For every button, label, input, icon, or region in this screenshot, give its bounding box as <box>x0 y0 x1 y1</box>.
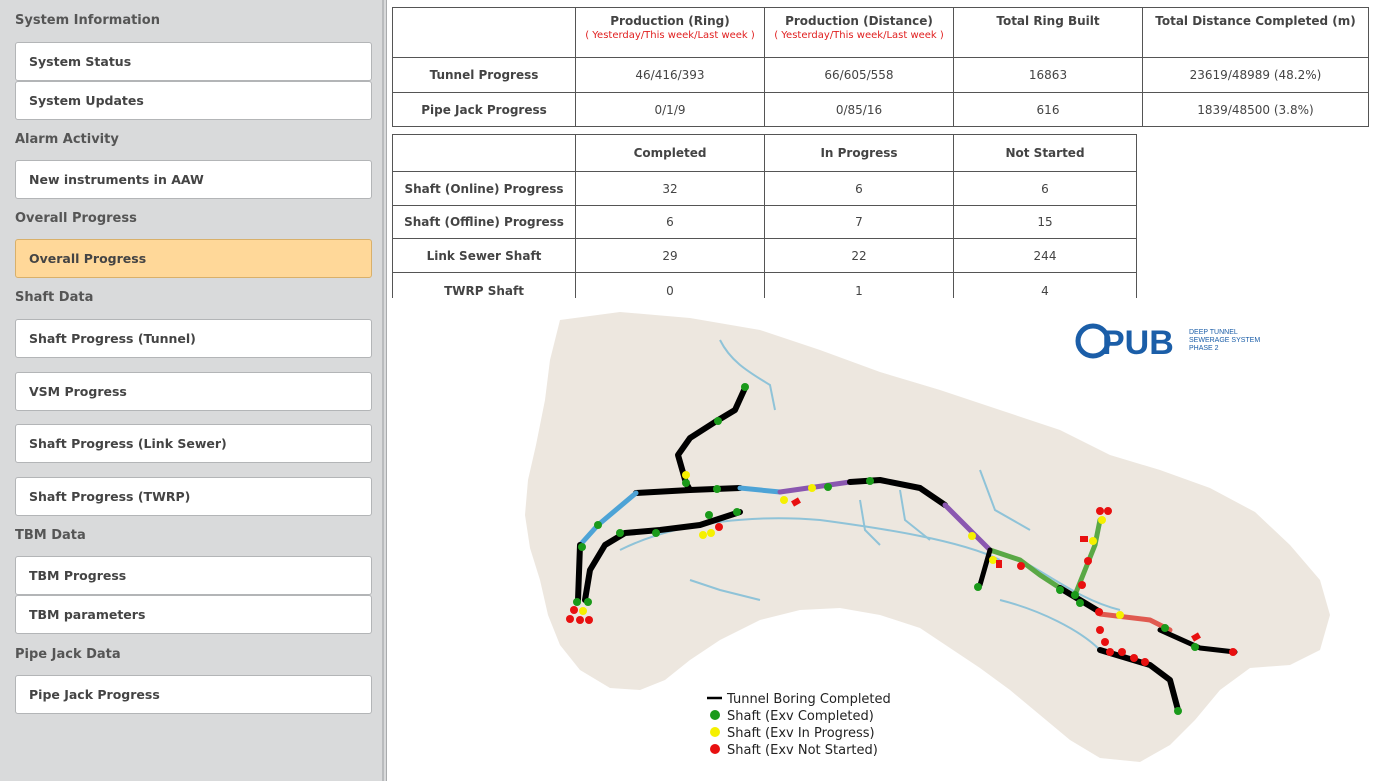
nav-vsm-progress[interactable]: VSM Progress <box>15 372 372 411</box>
cell-completed: 29 <box>575 238 765 273</box>
pub-logo-subtitle-2: SEWERAGE SYSTEM <box>1189 337 1260 344</box>
pub-logo-subtitle-1: DEEP TUNNEL <box>1189 329 1238 336</box>
sidebar: System Information System Status System … <box>0 0 384 781</box>
nav-new-instruments-aaw[interactable]: New instruments in AAW <box>15 160 372 199</box>
map-legend: Tunnel Boring Completed Shaft (Exv Compl… <box>707 692 891 758</box>
nav-tbm-parameters[interactable]: TBM parameters <box>15 595 372 634</box>
cell-not-started: 6 <box>953 171 1137 206</box>
cell-not-started: 15 <box>953 205 1137 239</box>
pub-logo-subtitle-3: PHASE 2 <box>1189 345 1219 352</box>
cell-not-started: 4 <box>953 272 1137 298</box>
header-production-ring: Production (Ring) ( Yesterday/This week/… <box>575 7 765 58</box>
header-total-ring-built: Total Ring Built <box>953 7 1143 58</box>
section-title-overall-progress: Overall Progress <box>15 211 137 226</box>
legend-red-dot-icon <box>710 744 720 754</box>
shaft-header-completed: Completed <box>575 134 765 172</box>
row-label: Shaft (Offline) Progress <box>392 205 576 239</box>
header-production-distance-label: Production (Distance) <box>785 14 933 28</box>
table-row: TWRP Shaft 0 1 4 <box>392 272 1137 298</box>
section-title-alarm-activity: Alarm Activity <box>15 132 119 147</box>
nav-pipe-jack-progress[interactable]: Pipe Jack Progress <box>15 675 372 714</box>
shafts-in-progress <box>579 471 1124 619</box>
cell-not-started: 244 <box>953 238 1137 273</box>
shaft-table-viewport[interactable]: Completed In Progress Not Started Shaft … <box>392 134 1138 298</box>
legend-shaft-exv-in-progress: Shaft (Exv In Progress) <box>727 726 875 741</box>
cell-completed: 0 <box>575 272 765 298</box>
cell-total-ring: 616 <box>953 92 1143 127</box>
nav-system-status[interactable]: System Status <box>15 42 372 81</box>
nav-shaft-progress-twrp[interactable]: Shaft Progress (TWRP) <box>15 477 372 516</box>
nav-shaft-progress-tunnel[interactable]: Shaft Progress (Tunnel) <box>15 319 372 358</box>
table-row: Shaft (Offline) Progress 6 7 15 <box>392 205 1137 239</box>
header-production-distance: Production (Distance) ( Yesterday/This w… <box>764 7 954 58</box>
cell-in-progress: 6 <box>764 171 954 206</box>
header-production-ring-sub: ( Yesterday/This week/Last week ) <box>585 30 755 41</box>
pub-logo: PUB DEEP TUNNEL SEWERAGE SYSTEM PHASE 2 <box>1075 323 1260 362</box>
legend-tunnel-boring-completed: Tunnel Boring Completed <box>726 692 891 707</box>
shafts-not-started <box>566 497 1237 666</box>
cell-in-progress: 7 <box>764 205 954 239</box>
cell-ring: 0/1/9 <box>575 92 765 127</box>
row-label: Link Sewer Shaft <box>392 238 576 273</box>
cell-distance: 66/605/558 <box>764 57 954 93</box>
cell-in-progress: 22 <box>764 238 954 273</box>
section-title-shaft-data: Shaft Data <box>15 290 94 305</box>
header-production-distance-sub: ( Yesterday/This week/Last week ) <box>774 30 944 41</box>
legend-green-dot-icon <box>710 710 720 720</box>
cell-ring: 46/416/393 <box>575 57 765 93</box>
production-table: Production (Ring) ( Yesterday/This week/… <box>392 7 1369 127</box>
header-total-distance-completed: Total Distance Completed (m) <box>1142 7 1369 58</box>
table-row: Link Sewer Shaft 29 22 244 <box>392 238 1137 273</box>
row-label: Pipe Jack Progress <box>392 92 576 127</box>
shaft-table: Completed In Progress Not Started Shaft … <box>392 134 1137 298</box>
cell-completed: 32 <box>575 171 765 206</box>
tunnel-progress-map[interactable]: PUB DEEP TUNNEL SEWERAGE SYSTEM PHASE 2 … <box>390 300 1384 780</box>
section-title-system-information: System Information <box>15 13 160 28</box>
section-title-pipe-jack-data: Pipe Jack Data <box>15 647 121 662</box>
cell-total-distance: 1839/48500 (3.8%) <box>1142 92 1369 127</box>
shaft-header-in-progress: In Progress <box>764 134 954 172</box>
header-production-ring-label: Production (Ring) <box>610 14 730 28</box>
row-label: TWRP Shaft <box>392 272 576 298</box>
legend-yellow-dot-icon <box>710 727 720 737</box>
shafts-completed <box>573 383 1199 715</box>
nav-shaft-progress-link-sewer[interactable]: Shaft Progress (Link Sewer) <box>15 424 372 463</box>
shaft-header-not-started: Not Started <box>953 134 1137 172</box>
legend-shaft-exv-completed: Shaft (Exv Completed) <box>727 709 874 724</box>
shaft-header-blank <box>392 134 576 172</box>
nav-tbm-progress[interactable]: TBM Progress <box>15 556 372 595</box>
row-label: Tunnel Progress <box>392 57 576 93</box>
table-row: Pipe Jack Progress 0/1/9 0/85/16 616 183… <box>392 92 1369 127</box>
legend-shaft-exv-not-started: Shaft (Exv Not Started) <box>727 743 878 758</box>
nav-overall-progress[interactable]: Overall Progress <box>15 239 372 278</box>
table-row: Tunnel Progress 46/416/393 66/605/558 16… <box>392 57 1369 93</box>
header-blank <box>392 7 576 58</box>
cell-total-distance: 23619/48989 (48.2%) <box>1142 57 1369 93</box>
row-label: Shaft (Online) Progress <box>392 171 576 206</box>
table-row: Shaft (Online) Progress 32 6 6 <box>392 171 1137 206</box>
nav-system-updates[interactable]: System Updates <box>15 81 372 120</box>
cell-in-progress: 1 <box>764 272 954 298</box>
cell-total-ring: 16863 <box>953 57 1143 93</box>
pub-logo-text: PUB <box>1102 324 1174 362</box>
pub-logo-mark <box>1075 323 1111 359</box>
section-title-tbm-data: TBM Data <box>15 528 86 543</box>
cell-distance: 0/85/16 <box>764 92 954 127</box>
cell-completed: 6 <box>575 205 765 239</box>
